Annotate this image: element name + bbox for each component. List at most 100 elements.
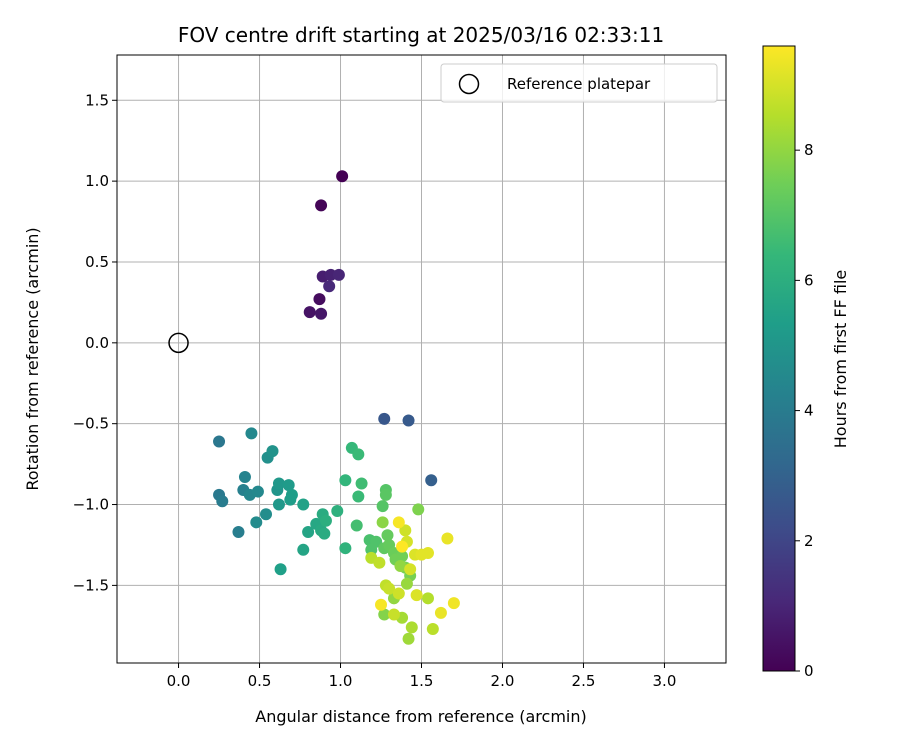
data-point: [315, 199, 328, 212]
data-point: [274, 563, 287, 576]
data-point: [376, 516, 389, 529]
reference-point: [168, 332, 189, 354]
colorbar-tick-label: 0: [804, 662, 814, 680]
data-point: [381, 529, 394, 542]
y-tick-label: −0.5: [73, 415, 109, 433]
data-point: [447, 597, 460, 610]
x-tick-label: 0.5: [248, 672, 272, 690]
data-point: [434, 606, 447, 619]
colorbar-ticks: 0 2 4 6 8: [795, 141, 814, 680]
data-point: [260, 508, 273, 521]
data-point: [352, 490, 365, 503]
data-point: [350, 519, 363, 532]
data-point: [303, 306, 316, 319]
data-point: [323, 280, 336, 293]
data-point: [282, 479, 295, 492]
colorbar-tick-label: 2: [804, 532, 814, 550]
data-point: [213, 435, 226, 448]
colorbar-label: Hours from first FF file: [831, 270, 850, 449]
y-axis-ticks: 1.5 1.0 0.5 0.0 −0.5 −1.0 −1.5: [73, 91, 117, 594]
data-point: [421, 592, 434, 605]
x-tick-label: 0.0: [167, 672, 191, 690]
data-point: [339, 542, 352, 555]
y-tick-label: 1.5: [85, 91, 109, 109]
data-point: [383, 582, 396, 595]
colorbar-tick-label: 6: [804, 271, 814, 289]
data-point: [370, 535, 383, 548]
legend-box: [440, 63, 718, 103]
data-point: [396, 550, 409, 563]
data-point: [402, 414, 415, 427]
data-point: [405, 621, 418, 634]
data-point: [399, 524, 412, 537]
data-point: [394, 559, 407, 572]
data-point: [238, 471, 251, 484]
data-point: [426, 623, 439, 636]
reference-marker: [168, 332, 189, 354]
data-point: [331, 505, 344, 517]
data-point: [250, 516, 263, 529]
x-axis-ticks: 0.0 0.5 1.0 1.5 2.0 2.5 3.0: [167, 663, 677, 690]
legend-reference-marker: [458, 73, 480, 95]
data-point: [272, 498, 285, 511]
data-point: [373, 556, 386, 569]
grid-lines: [117, 55, 726, 663]
data-point: [404, 563, 417, 576]
scatter-points: [213, 170, 460, 645]
data-point: [266, 445, 279, 458]
y-tick-label: 0.0: [85, 334, 109, 352]
y-tick-label: −1.5: [73, 576, 109, 594]
data-point: [315, 307, 328, 320]
data-point: [297, 543, 310, 556]
colorbar-tick-label: 4: [804, 402, 814, 420]
data-point: [336, 170, 349, 183]
data-point: [402, 632, 415, 645]
y-axis-label: Rotation from reference (arcmin): [23, 227, 42, 490]
data-point: [332, 268, 345, 281]
data-point: [392, 587, 405, 600]
data-point: [376, 500, 389, 513]
x-tick-label: 3.0: [653, 672, 677, 690]
data-point: [313, 293, 326, 306]
x-tick-label: 2.5: [572, 672, 596, 690]
y-tick-label: 1.0: [85, 172, 109, 190]
data-point: [216, 495, 229, 508]
data-point: [284, 493, 297, 506]
data-point: [297, 498, 310, 511]
legend: Reference platepar: [440, 63, 718, 103]
y-tick-label: 0.5: [85, 253, 109, 271]
colorbar-tick-label: 8: [804, 141, 814, 159]
x-tick-label: 1.5: [410, 672, 434, 690]
data-point: [387, 608, 400, 621]
chart-title: FOV centre drift starting at 2025/03/16 …: [178, 23, 664, 47]
data-point: [375, 598, 388, 611]
data-point: [425, 474, 438, 487]
data-point: [392, 516, 405, 529]
data-point: [318, 527, 331, 540]
data-point: [302, 526, 315, 539]
data-point: [232, 526, 245, 539]
data-point: [272, 477, 285, 490]
y-tick-label: −1.0: [73, 496, 109, 514]
data-point: [421, 547, 434, 560]
data-point: [352, 448, 365, 461]
data-point: [251, 485, 264, 498]
data-point: [400, 577, 413, 590]
data-point: [339, 474, 352, 487]
x-tick-label: 1.0: [329, 672, 353, 690]
data-point: [378, 608, 391, 621]
data-point: [355, 477, 368, 490]
colorbar-gradient: [762, 45, 796, 672]
x-tick-label: 2.0: [491, 672, 515, 690]
legend-entry-reference: Reference platepar: [507, 75, 651, 93]
data-point: [378, 412, 391, 425]
data-point: [412, 503, 425, 516]
data-point: [441, 532, 454, 545]
x-axis-label: Angular distance from reference (arcmin): [255, 707, 586, 726]
data-point: [396, 540, 409, 553]
data-point: [319, 514, 332, 527]
data-point: [379, 488, 392, 501]
colorbar: 0 2 4 6 8 Hours from first FF file: [762, 45, 850, 680]
data-point: [410, 589, 423, 602]
